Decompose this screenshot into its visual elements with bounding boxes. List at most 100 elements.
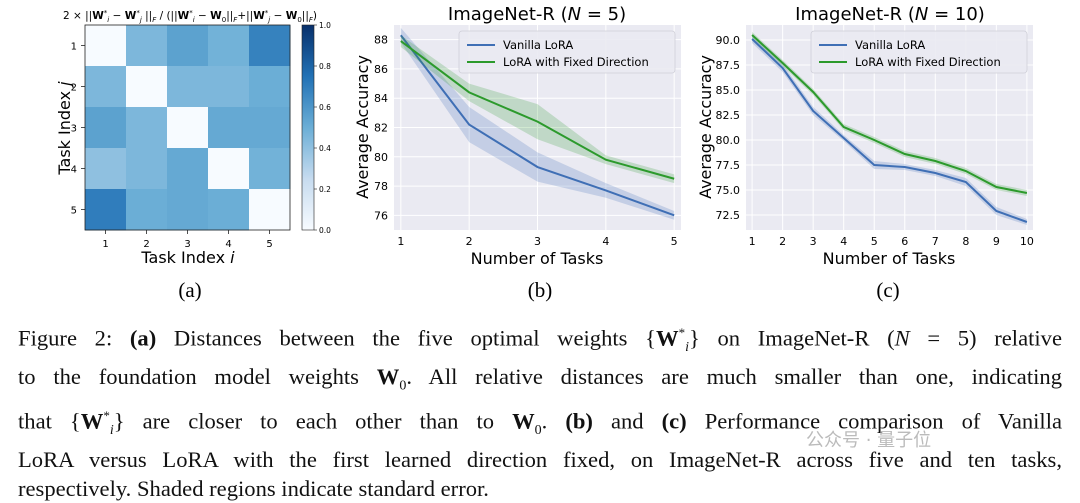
heatmap-ytick-label: 1: [71, 42, 77, 53]
caption-segment: and: [593, 408, 662, 433]
panel-label-a: (a): [178, 278, 201, 302]
heatmap-title-part: / (||: [156, 10, 177, 22]
heatmap-cell: [126, 25, 168, 67]
heatmap-title-part: −: [109, 10, 124, 22]
heatmap-xtick-label: 5: [266, 239, 272, 250]
xtick-label: 6: [901, 235, 908, 248]
caption-segment: W: [377, 364, 400, 389]
legend-label: LoRA with Fixed Direction: [855, 55, 1001, 69]
heatmap-cell: [208, 66, 250, 108]
heatmap-title-part: −: [270, 10, 285, 22]
caption-segment: } are closer to each other than to: [114, 408, 512, 433]
ytick-label: 85.0: [716, 84, 741, 97]
ytick-label: 86: [374, 63, 388, 76]
heatmap-title-part: W: [125, 10, 137, 22]
caption-segment: W: [512, 408, 535, 433]
heatmap-title-part: W: [92, 10, 104, 22]
heatmap-cell: [249, 148, 291, 190]
xtick-label: 5: [871, 235, 878, 248]
xtick-label: 2: [466, 235, 473, 248]
colorbar-tick-label: 1.0: [319, 21, 331, 30]
heatmap-cell: [126, 66, 168, 108]
colorbar: [302, 25, 314, 230]
heatmap-title-part: W: [210, 10, 222, 22]
heatmap-title-part: ||: [226, 10, 233, 22]
figure-panels: 2 × ||W*i − W*j ||F / (||W*i − W0||F+||W…: [0, 0, 1080, 318]
heatmap-cell: [126, 107, 168, 149]
legend-label: LoRA with Fixed Direction: [503, 55, 649, 69]
heatmap-cell: [208, 25, 250, 67]
caption-segment: .: [542, 408, 566, 433]
xtick-label: 7: [932, 235, 939, 248]
heatmap-cell: [167, 66, 209, 108]
xtick-label: 8: [962, 235, 969, 248]
heatmap-cell: [167, 107, 209, 149]
caption-segment: that {: [18, 408, 81, 433]
caption-segment: (c): [662, 408, 687, 433]
ytick-label: 76: [374, 209, 388, 222]
heatmap-cell: [208, 189, 250, 231]
colorbar-tick-label: 0.8: [319, 62, 331, 71]
heatmap-title-part: W: [286, 10, 298, 22]
heatmap-title-part: ): [313, 10, 317, 22]
caption-segment: } on ImageNet-R (: [689, 326, 895, 351]
heatmap-title-part: 2 × ||: [63, 10, 92, 22]
heatmap-title-part: ||: [142, 10, 152, 22]
heatmap-cell: [249, 189, 291, 231]
heatmap-cell: [85, 107, 127, 149]
watermark-text: 公众号 · 量子位: [806, 426, 931, 452]
xtick-label: 1: [397, 235, 404, 248]
heatmap-title-part: +||: [237, 10, 253, 22]
ytick-label: 90.0: [716, 34, 741, 47]
xtick-label: 5: [671, 235, 678, 248]
figure-caption: Figure 2: (a) Distances between the five…: [18, 318, 1070, 503]
panel-label-c: (c): [876, 278, 899, 302]
colorbar-tick-label: 0.2: [319, 185, 331, 194]
chart-b-xlabel: Number of Tasks: [471, 249, 604, 268]
heatmap-ylabel: Task Index j: [55, 81, 74, 176]
heatmap-title-part: ||: [302, 10, 309, 22]
ytick-label: 77.5: [716, 159, 741, 172]
xtick-label: 9: [993, 235, 1000, 248]
heatmap-cell: [167, 25, 209, 67]
ytick-label: 87.5: [716, 59, 741, 72]
heatmap-cell: [126, 148, 168, 190]
heatmap-ytick-label: 5: [71, 206, 77, 217]
xtick-label: 4: [840, 235, 847, 248]
ytick-label: 82: [374, 122, 388, 135]
xtick-label: 10: [1020, 235, 1034, 248]
xtick-label: 3: [534, 235, 541, 248]
line-chart-n10: ImageNet-R (N = 10) 72.575.077.580.082.5…: [696, 4, 1034, 302]
caption-segment: . All relative distances are much smalle…: [406, 364, 1062, 389]
caption-line: Figure 2: (a) Distances between the five…: [18, 318, 1070, 362]
caption-line: to the foundation model weights W0. All …: [18, 362, 1070, 401]
xtick-label: 2: [779, 235, 786, 248]
chart-c-title: ImageNet-R (N = 10): [795, 4, 985, 25]
caption-segment: Figure 2:: [18, 326, 130, 351]
heatmap-cell: [249, 25, 291, 67]
heatmap-cell: [85, 25, 127, 67]
chart-c-legend: Vanilla LoRA LoRA with Fixed Direction: [811, 31, 1027, 73]
heatmap-cell: [249, 107, 291, 149]
caption-line: respectively. Shaded regions indicate st…: [18, 474, 1070, 503]
ytick-label: 84: [374, 92, 388, 105]
caption-segment: = 5) relative: [910, 326, 1062, 351]
colorbar-tick-label: 0.6: [319, 103, 331, 112]
colorbar-ticks: 0.00.20.40.60.81.0: [314, 21, 331, 235]
legend-label: Vanilla LoRA: [855, 38, 925, 52]
caption-segment: *: [103, 408, 110, 423]
colorbar-tick-label: 0.0: [319, 226, 331, 235]
heatmap-cell: [126, 189, 168, 231]
caption-segment: Distances between the five optimal weigh…: [156, 326, 656, 351]
caption-segment: (b): [565, 408, 593, 433]
ytick-label: 88: [374, 34, 388, 47]
heatmap-cell: [167, 148, 209, 190]
heatmap-cell: [208, 107, 250, 149]
caption-segment: N: [895, 326, 910, 351]
heatmap-cell: [208, 148, 250, 190]
heatmap-title: 2 × ||W*i − W*j ||F / (||W*i − W0||F+||W…: [63, 9, 317, 24]
ytick-label: 72.5: [716, 209, 741, 222]
heatmap-cells: [85, 25, 291, 231]
ytick-label: 82.5: [716, 109, 741, 122]
